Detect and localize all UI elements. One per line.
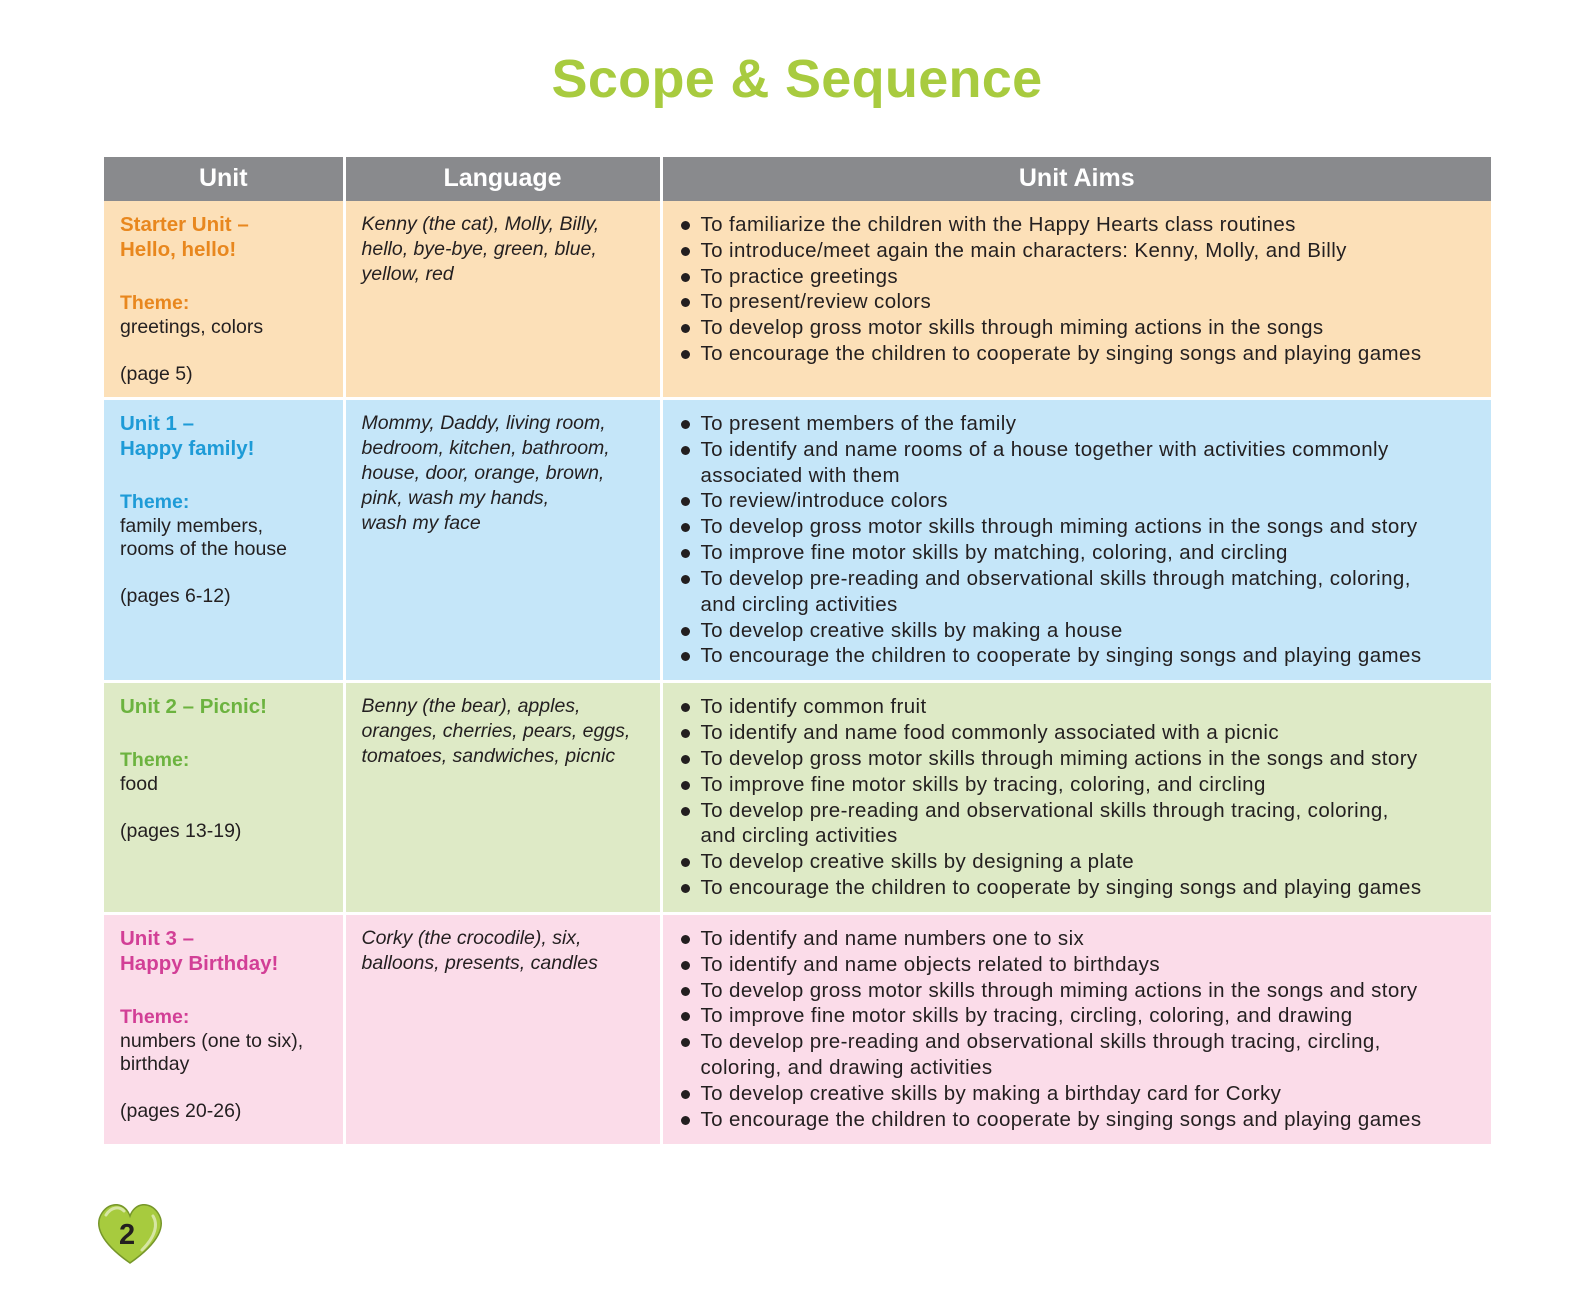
svg-text:2: 2: [119, 1219, 135, 1251]
